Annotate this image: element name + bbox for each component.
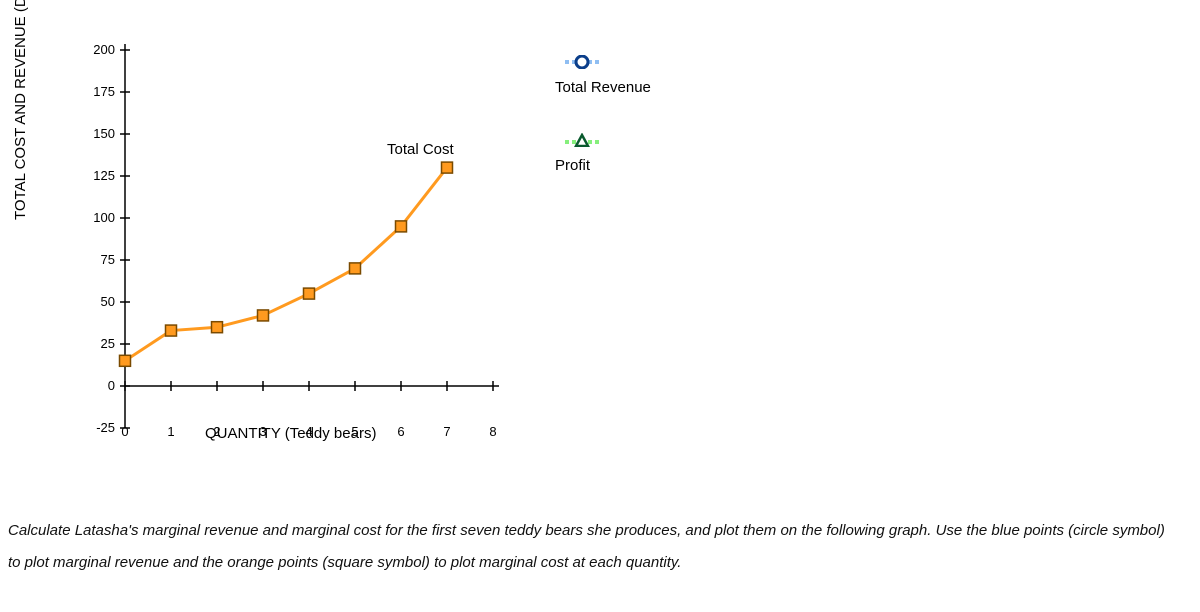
svg-text:125: 125 xyxy=(93,168,115,183)
y-axis-label: TOTAL COST AND REVENUE (Dollars) xyxy=(12,0,29,220)
svg-text:8: 8 xyxy=(489,424,496,439)
legend-entry-profit[interactable]: Profit xyxy=(555,133,651,175)
legend-entry-total-revenue[interactable]: Total Revenue xyxy=(555,55,651,97)
svg-text:50: 50 xyxy=(101,294,115,309)
svg-text:200: 200 xyxy=(93,42,115,57)
circle-icon xyxy=(565,55,599,69)
triangle-icon xyxy=(565,133,599,147)
svg-text:100: 100 xyxy=(93,210,115,225)
svg-text:0: 0 xyxy=(108,378,115,393)
svg-text:175: 175 xyxy=(93,84,115,99)
series-annotation-total-cost: Total Cost xyxy=(387,141,454,158)
legend: Total Revenue Profit xyxy=(555,55,651,211)
svg-text:75: 75 xyxy=(101,252,115,267)
svg-text:25: 25 xyxy=(101,336,115,351)
legend-label: Total Revenue xyxy=(555,79,651,96)
svg-text:6: 6 xyxy=(397,424,404,439)
svg-text:7: 7 xyxy=(443,424,450,439)
chart-svg: -250255075100125150175200012345678 xyxy=(30,20,550,440)
svg-text:-25: -25 xyxy=(96,420,115,435)
svg-text:0: 0 xyxy=(121,424,128,439)
legend-label: Profit xyxy=(555,157,590,174)
svg-text:1: 1 xyxy=(167,424,174,439)
x-axis-label: QUANTITY (Teddy bears) xyxy=(205,425,376,442)
chart-container: -250255075100125150175200012345678 TOTAL… xyxy=(0,0,1200,455)
instructions-text: Calculate Latasha's marginal revenue and… xyxy=(0,455,1200,588)
svg-text:150: 150 xyxy=(93,126,115,141)
